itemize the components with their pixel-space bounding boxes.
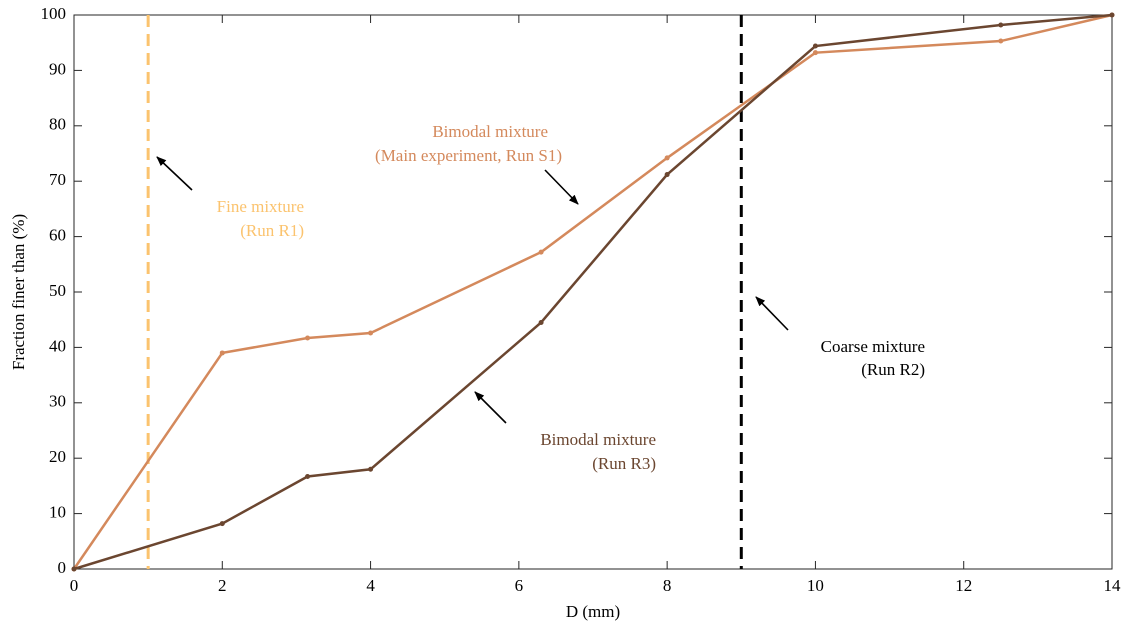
y-tick-label: 50 [49,281,66,300]
x-tick-label: 8 [663,576,672,595]
y-tick-label: 10 [49,503,66,522]
data-point [219,521,225,527]
series-line [73,13,1113,571]
x-tick-label: 14 [1104,576,1122,595]
y-tick-label: 20 [49,447,66,466]
x-tick-label: 0 [70,576,79,595]
annotation: (Run R1) [240,221,304,240]
y-axis-label: Fraction finer than (%) [9,214,28,370]
annotation: Bimodal mixture [432,122,548,141]
y-tick-label: 40 [49,336,66,355]
data-point [538,319,544,325]
annotation: Coarse mixture [821,337,925,356]
data-point [998,22,1004,28]
data-point [368,466,374,472]
plot-frame [73,14,1113,570]
y-tick-label: 30 [49,392,66,411]
x-tick-label: 4 [366,576,375,595]
annotation: (Run R3) [592,454,656,473]
y-tick-label: 80 [49,115,66,134]
arrow [544,169,579,205]
data-point [305,473,311,479]
data-point [664,155,670,161]
y-tick-label: 60 [49,226,66,245]
x-tick-label: 10 [807,576,824,595]
data-point [71,566,77,572]
y-tick-label: 0 [58,558,67,577]
data-point [538,249,544,255]
annotation: Fine mixture [217,197,304,216]
data-point [219,350,225,356]
annotation: (Run R2) [861,360,925,379]
x-tick-label: 6 [515,576,524,595]
data-point [812,50,818,56]
x-axis-label: D (mm) [566,602,620,621]
y-tick-label: 70 [49,170,66,189]
arrow [474,391,507,424]
x-tick-label: 2 [218,576,227,595]
y-tick-label: 90 [49,59,66,78]
data-point [812,43,818,49]
arrows [156,156,789,424]
arrow [156,156,193,191]
annotation: (Main experiment, Run S1) [375,146,562,165]
annotation: Bimodal mixture [540,430,656,449]
data-point [368,330,374,336]
arrow [755,296,789,331]
series-line [72,13,1113,570]
data-point [998,38,1004,44]
y-tick-label: 100 [41,4,67,23]
data-point [664,172,670,178]
data-point [305,335,311,341]
data-point [1109,12,1115,18]
x-tick-label: 12 [955,576,972,595]
